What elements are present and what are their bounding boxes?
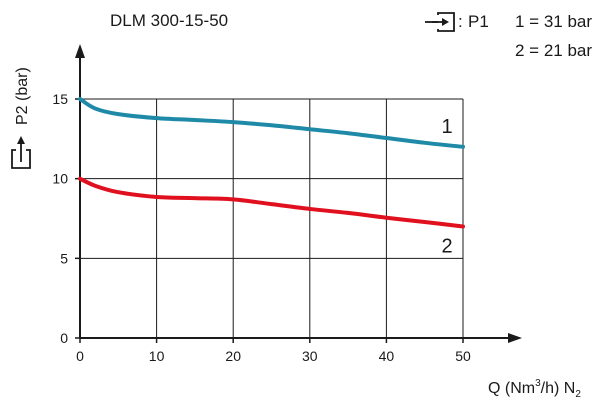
y-tick-label-5: 5 [60,250,68,266]
series-line-2 [78,176,465,229]
x-axis-title-main: Q (Nm [488,380,535,397]
x-tick-label-50: 50 [455,348,471,364]
x-tick-label-30: 30 [302,348,318,364]
series [78,97,465,229]
inlet-pressure-value-2: 2 = 21 bar [515,41,592,60]
outlet-pressure-icon [11,136,31,169]
x-axis-title-sub: 2 [575,389,581,400]
grid [80,98,464,338]
x-tick-label-10: 10 [149,348,165,364]
series-label-1: 1 [441,116,452,138]
x-axis-title-mid: /h) N [541,380,576,397]
x-tick-label-40: 40 [379,348,395,364]
y-axis-title: P2 (bar) [14,67,31,125]
inlet-colon: : [458,12,463,31]
inlet-pressure-icon [425,12,455,32]
inlet-pressure-value-1: 1 = 31 bar [515,12,592,31]
y-tick-label-10: 10 [52,171,68,187]
y-tick-label-0: 0 [60,330,68,346]
x-axis-arrow [508,333,522,343]
series-labels: 12 [441,116,452,258]
x-axis-title: Q (Nm3/h) N2 [488,378,581,400]
inlet-pressure-label: P1 [468,12,489,31]
tick-labels: 0 10 20 30 40 50 0 5 10 15 [52,91,471,364]
x-tick-label-20: 20 [225,348,241,364]
series-label-2: 2 [441,235,452,257]
series-line-1 [78,97,465,149]
x-tick-label-0: 0 [76,348,84,364]
x-axis-title-sup: 3 [535,378,541,389]
y-tick-label-15: 15 [52,91,68,107]
axes [75,44,522,343]
y-axis-arrow [75,44,85,58]
chart-title: DLM 300-15-50 [110,11,228,30]
